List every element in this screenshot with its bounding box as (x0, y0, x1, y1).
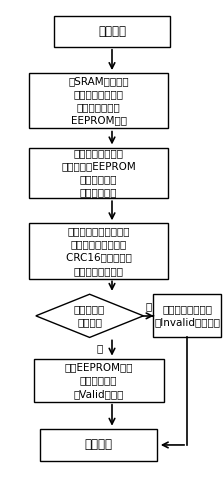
Text: 数据写入是
否有效？: 数据写入是 否有效？ (74, 304, 105, 327)
Text: 在SRAM中定义一
个数组做缓冲区，
用于暂放要写入
EEPROM数据: 在SRAM中定义一 个数组做缓冲区， 用于暂放要写入 EEPROM数据 (68, 76, 129, 126)
Text: 对写入数据区数组和备
份区数组的数据进行
⁠CRC16检验并写入
对应数组的后两位: 对写入数据区数组和备 份区数组的数据进行 ⁠CRC16检验并写入 对应数组的后两… (66, 226, 131, 276)
Text: 程序开始: 程序开始 (98, 24, 126, 38)
Text: 是: 是 (97, 343, 103, 353)
Polygon shape (36, 294, 143, 337)
FancyBboxPatch shape (29, 148, 168, 198)
FancyBboxPatch shape (29, 224, 168, 278)
Text: 程序结束: 程序结束 (85, 438, 113, 452)
FancyBboxPatch shape (54, 15, 170, 47)
Text: 写入错误，置错误
（Invalid）标志。: 写入错误，置错误 （Invalid）标志。 (154, 304, 220, 327)
Text: 将缓冲区数组的数
据分别写入EEPROM
的数据区数组
和备份区数组: 将缓冲区数组的数 据分别写入EEPROM 的数据区数组 和备份区数组 (61, 148, 136, 198)
Text: 写入EEPROM完成
并置写入有效
（Valid）标志: 写入EEPROM完成 并置写入有效 （Valid）标志 (64, 362, 133, 399)
FancyBboxPatch shape (153, 294, 221, 337)
FancyBboxPatch shape (40, 429, 157, 461)
FancyBboxPatch shape (29, 73, 168, 128)
FancyBboxPatch shape (34, 359, 164, 402)
Text: 否: 否 (146, 301, 152, 311)
